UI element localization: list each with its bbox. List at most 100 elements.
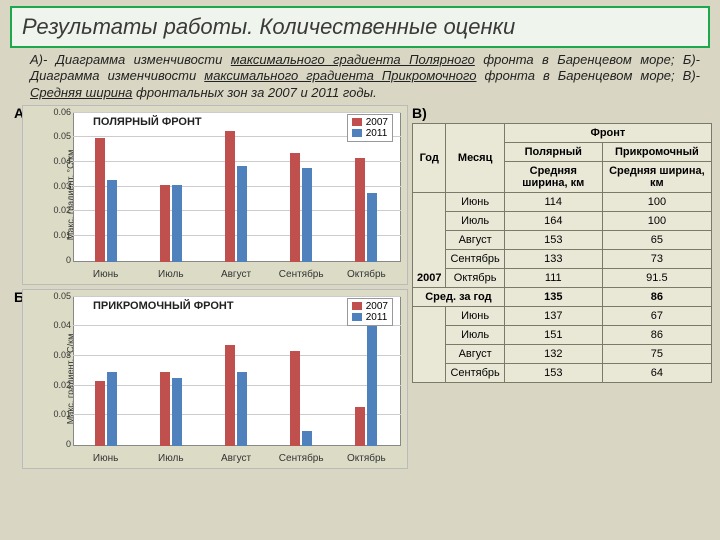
ytick: 0.04 [43,320,71,330]
cell-month: Август [446,230,504,249]
cell-polar: 111 [504,268,602,287]
ytick: 0.01 [43,409,71,419]
legend-swatch-2011 [352,129,362,137]
cell-edge: 75 [602,344,711,363]
th-front: Фронт [504,123,711,142]
ytick: 0.06 [43,107,71,117]
xtick: Сентябрь [279,453,324,464]
bar-2007 [290,153,300,262]
bar-2007 [225,345,235,446]
bar-2007 [95,381,105,446]
ytick: 0.05 [43,291,71,301]
cell-edge: 91.5 [602,268,711,287]
bar-2007 [160,185,170,261]
xtick: Октябрь [347,269,386,280]
chart-a-wrap: А) Макс. градиент, °С/км ПОЛЯРНЫЙ ФРОНТ … [8,105,408,285]
cell-month: Июль [446,211,504,230]
table-row: Сентябрь15364 [413,363,712,382]
xtick: Октябрь [347,453,386,464]
ytick: 0.03 [43,350,71,360]
table-row: Август15365 [413,230,712,249]
table-row: 2007Июнь114100 [413,192,712,211]
cell-edge: 86 [602,325,711,344]
ytick: 0.02 [43,380,71,390]
cell-year [413,306,446,382]
table-row: Июль164100 [413,211,712,230]
chart-b-title: ПРИКРОМОЧНЫЙ ФРОНТ [93,300,234,312]
bar-2011 [172,185,182,261]
ytick: 0.02 [43,205,71,215]
bar-2011 [237,166,247,262]
cell-month: Июнь [446,306,504,325]
cell-edge: 65 [602,230,711,249]
cell-month: Сентябрь [446,363,504,382]
bar-2011 [302,431,312,446]
cell-avg-edge: 86 [602,287,711,306]
ytick: 0.04 [43,156,71,166]
xtick: Июнь [93,269,118,280]
bar-2007 [225,131,235,262]
cell-month: Октябрь [446,268,504,287]
cell-polar: 153 [504,230,602,249]
table-row: Август13275 [413,344,712,363]
th-width-edge: Средняя ширина, км [602,161,711,192]
xtick: Июнь [93,453,118,464]
table-row: Сентябрь13373 [413,249,712,268]
label-v: В) [412,105,712,121]
th-width-polar: Средняя ширина, км [504,161,602,192]
ytick: 0.03 [43,181,71,191]
cell-polar: 164 [504,211,602,230]
cell-edge: 73 [602,249,711,268]
th-polar: Полярный [504,142,602,161]
bar-2011 [107,180,117,261]
xtick: Август [221,453,251,464]
cell-polar: 153 [504,363,602,382]
width-table: ГодМесяцФронтПолярныйПрикромочныйСредняя… [412,123,712,383]
cell-avg-label: Сред. за год [413,287,505,306]
bar-2007 [355,407,365,445]
chart-b-wrap: Б) Макс. градиент, °С/км ПРИКРОМОЧНЫЙ ФР… [8,289,408,469]
chart-a: Макс. градиент, °С/км ПОЛЯРНЫЙ ФРОНТ 200… [22,105,408,285]
ytick: 0 [43,255,71,265]
xtick: Июль [158,453,184,464]
cell-polar: 137 [504,306,602,325]
table-row: Июнь13767 [413,306,712,325]
bar-2011 [172,378,182,446]
legend-swatch-2007 [352,118,362,126]
bar-2007 [95,138,105,261]
th-year: Год [413,123,446,192]
xtick: Июль [158,269,184,280]
ytick: 0.01 [43,230,71,240]
cell-polar: 132 [504,344,602,363]
chart-b-legend: 2007 2011 [347,298,393,326]
bar-2011 [237,372,247,446]
table-row: Июль15186 [413,325,712,344]
cell-polar: 114 [504,192,602,211]
description: А)- Диаграмма изменчивости максимального… [30,52,700,101]
ytick: 0 [43,439,71,449]
cell-polar: 151 [504,325,602,344]
ytick: 0.05 [43,131,71,141]
cell-edge: 67 [602,306,711,325]
xtick: Август [221,269,251,280]
th-month: Месяц [446,123,504,192]
th-edge: Прикромочный [602,142,711,161]
bar-2007 [355,158,365,262]
cell-edge: 64 [602,363,711,382]
cell-year: 2007 [413,192,446,287]
cell-edge: 100 [602,192,711,211]
cell-month: Август [446,344,504,363]
chart-a-title: ПОЛЯРНЫЙ ФРОНТ [93,116,202,128]
cell-month: Июнь [446,192,504,211]
bar-2011 [302,168,312,262]
bar-2007 [290,351,300,446]
table-row: Октябрь11191.5 [413,268,712,287]
cell-month: Июль [446,325,504,344]
chart-a-legend: 2007 2011 [347,114,393,142]
bar-2007 [160,372,170,446]
bar-2011 [107,372,117,446]
xtick: Сентябрь [279,269,324,280]
cell-month: Сентябрь [446,249,504,268]
table-avg-row: Сред. за год13586 [413,287,712,306]
cell-edge: 100 [602,211,711,230]
